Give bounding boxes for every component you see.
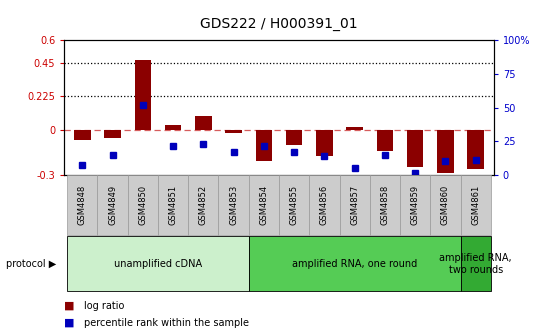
Bar: [468, 130, 484, 169]
Bar: [347, 127, 363, 130]
Text: unamplified cDNA: unamplified cDNA: [114, 259, 202, 269]
Bar: [165, 125, 181, 130]
Text: GDS222 / H000391_01: GDS222 / H000391_01: [200, 16, 358, 31]
Text: GSM4855: GSM4855: [290, 185, 299, 225]
Bar: [188, 175, 219, 235]
Bar: [134, 60, 151, 130]
Text: log ratio: log ratio: [84, 301, 124, 311]
Text: protocol ▶: protocol ▶: [6, 259, 56, 269]
Text: GSM4853: GSM4853: [229, 185, 238, 225]
Text: ■: ■: [64, 301, 75, 311]
Text: GSM4854: GSM4854: [259, 185, 268, 225]
Bar: [249, 236, 460, 291]
Bar: [249, 175, 279, 235]
Text: percentile rank within the sample: percentile rank within the sample: [84, 318, 249, 328]
Text: GSM4852: GSM4852: [199, 185, 208, 225]
Bar: [128, 175, 158, 235]
Text: GSM4857: GSM4857: [350, 185, 359, 225]
Text: GSM4850: GSM4850: [138, 185, 147, 225]
Bar: [377, 130, 393, 151]
Text: GSM4848: GSM4848: [78, 185, 87, 225]
Text: ■: ■: [64, 318, 75, 328]
Text: GSM4860: GSM4860: [441, 185, 450, 225]
Bar: [67, 175, 98, 235]
Text: GSM4856: GSM4856: [320, 185, 329, 225]
Text: amplified RNA, one round: amplified RNA, one round: [292, 259, 417, 269]
Bar: [339, 175, 370, 235]
Text: GSM4849: GSM4849: [108, 185, 117, 225]
Bar: [437, 130, 454, 173]
Bar: [67, 236, 249, 291]
Bar: [158, 175, 188, 235]
Bar: [219, 175, 249, 235]
Bar: [407, 130, 424, 167]
Bar: [279, 175, 309, 235]
Bar: [309, 175, 339, 235]
Bar: [370, 175, 400, 235]
Bar: [195, 117, 211, 130]
Bar: [460, 175, 491, 235]
Bar: [98, 175, 128, 235]
Text: amplified RNA,
two rounds: amplified RNA, two rounds: [439, 253, 512, 275]
Text: GSM4858: GSM4858: [381, 185, 389, 225]
Text: GSM4859: GSM4859: [411, 185, 420, 225]
Bar: [104, 130, 121, 138]
Bar: [74, 130, 90, 140]
Bar: [460, 236, 491, 291]
Bar: [430, 175, 460, 235]
Bar: [400, 175, 430, 235]
Bar: [316, 130, 333, 156]
Text: GSM4851: GSM4851: [169, 185, 177, 225]
Bar: [225, 130, 242, 133]
Bar: [256, 130, 272, 161]
Bar: [286, 130, 302, 145]
Text: GSM4861: GSM4861: [471, 185, 480, 225]
